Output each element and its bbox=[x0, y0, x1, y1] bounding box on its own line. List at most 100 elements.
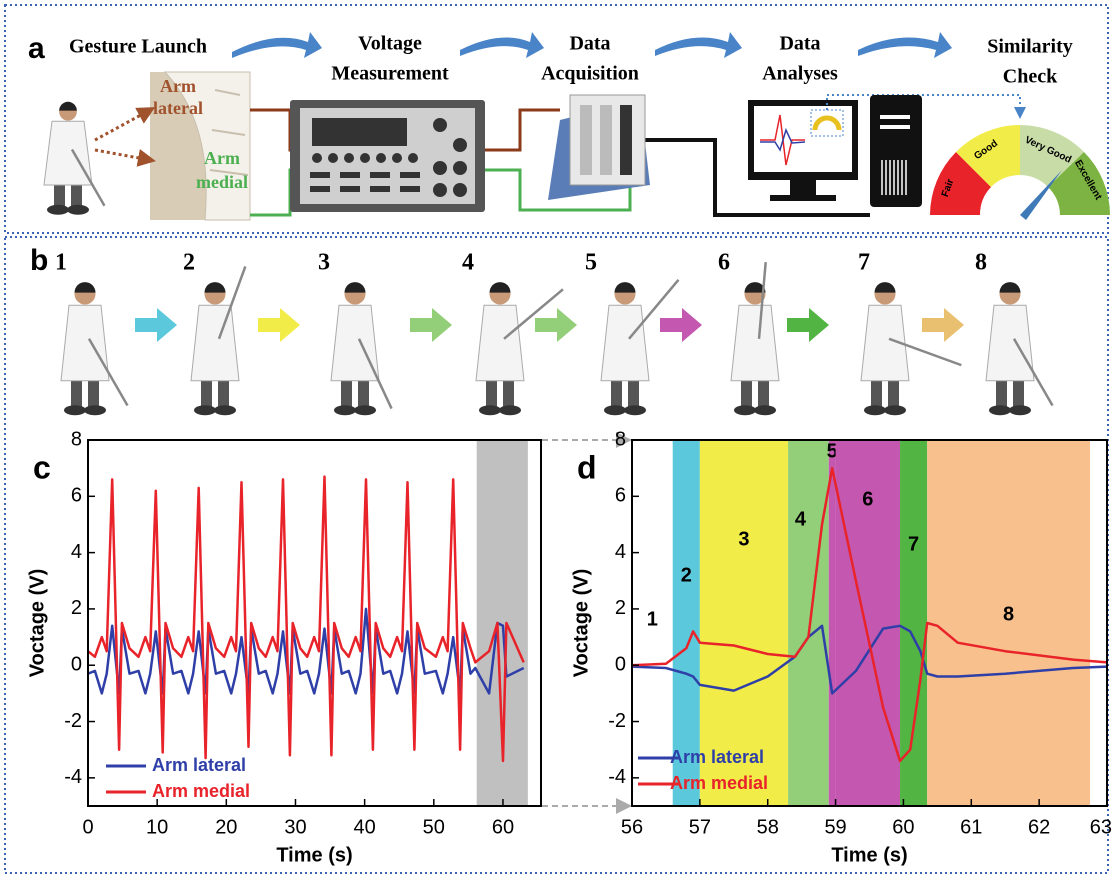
golfer bbox=[331, 282, 392, 415]
phase-label: 1 bbox=[647, 608, 658, 630]
x-axis-title: Time (s) bbox=[276, 844, 352, 866]
step-number: 4 bbox=[462, 250, 474, 276]
shoe bbox=[334, 405, 356, 415]
arm-label: lateral bbox=[153, 98, 203, 118]
step-number: 2 bbox=[183, 250, 195, 276]
arm-label: medial bbox=[196, 172, 248, 192]
step-label: Similarity bbox=[987, 36, 1073, 58]
coat bbox=[61, 305, 109, 381]
step-number: 5 bbox=[585, 250, 597, 276]
hair bbox=[875, 282, 896, 292]
x-tick-label: 20 bbox=[215, 816, 237, 838]
shoe bbox=[214, 405, 236, 415]
coat bbox=[191, 305, 239, 381]
golfer bbox=[601, 280, 678, 415]
phase-label: 6 bbox=[862, 488, 873, 510]
shoe bbox=[864, 405, 886, 415]
x-tick-label: 61 bbox=[960, 816, 982, 838]
golfer bbox=[731, 262, 779, 415]
phase-label: 4 bbox=[795, 508, 807, 530]
shoe bbox=[884, 405, 906, 415]
arm-label: Arm bbox=[204, 148, 240, 168]
golfer bbox=[986, 282, 1053, 415]
step-label: Voltage bbox=[358, 33, 422, 55]
x-tick-label: 60 bbox=[892, 816, 914, 838]
step-label: Acquisition bbox=[541, 63, 639, 85]
step-arrows bbox=[135, 308, 964, 342]
coat bbox=[601, 305, 649, 381]
shoe bbox=[624, 405, 646, 415]
step-label: Check bbox=[1003, 66, 1058, 88]
golfer bbox=[476, 282, 563, 415]
golfer bbox=[44, 102, 104, 215]
x-tick-label: 56 bbox=[621, 816, 643, 838]
coat bbox=[331, 305, 379, 381]
shoe bbox=[1009, 405, 1031, 415]
shoe bbox=[194, 405, 216, 415]
hair bbox=[75, 282, 96, 292]
x-tick-label: 10 bbox=[146, 816, 168, 838]
step-number: 3 bbox=[318, 250, 330, 276]
phase-label: 8 bbox=[1003, 603, 1014, 625]
phase-band bbox=[829, 440, 836, 806]
legend-label: Arm lateral bbox=[670, 747, 764, 767]
phase-label: 3 bbox=[738, 528, 749, 550]
hair bbox=[1000, 282, 1021, 292]
y-axis-title: Voctage (V) bbox=[570, 569, 592, 678]
phase-band bbox=[788, 440, 829, 806]
x-axis-title: Time (s) bbox=[831, 844, 907, 866]
coat bbox=[44, 121, 92, 185]
hair bbox=[205, 282, 226, 292]
coat bbox=[986, 305, 1034, 381]
shoe bbox=[67, 205, 89, 215]
step-number: 7 bbox=[858, 250, 870, 276]
hair bbox=[490, 282, 511, 292]
golfer bbox=[61, 282, 128, 415]
y-tick-label: 4 bbox=[615, 541, 626, 563]
shoe bbox=[84, 405, 106, 415]
hair bbox=[59, 102, 77, 111]
phase-band bbox=[900, 440, 927, 806]
shoe bbox=[734, 405, 756, 415]
series-line bbox=[88, 477, 524, 761]
x-tick-label: 40 bbox=[354, 816, 376, 838]
panel-label: d bbox=[577, 449, 597, 485]
y-tick-label: 0 bbox=[71, 654, 82, 676]
y-tick-label: 8 bbox=[615, 428, 626, 450]
wire bbox=[485, 110, 560, 150]
step-number: 1 bbox=[55, 250, 67, 276]
x-tick-label: 0 bbox=[82, 816, 93, 838]
shoe bbox=[479, 405, 501, 415]
step-label: Gesture Launch bbox=[69, 36, 207, 58]
legend-label: Arm medial bbox=[670, 773, 768, 793]
voltage-meter bbox=[290, 100, 485, 212]
shoe bbox=[354, 405, 376, 415]
hair bbox=[345, 282, 366, 292]
legend-label: Arm lateral bbox=[152, 755, 246, 775]
y-tick-label: 0 bbox=[615, 654, 626, 676]
y-tick-label: 2 bbox=[615, 597, 626, 619]
pointer-arrow bbox=[95, 150, 150, 160]
x-tick-label: 57 bbox=[689, 816, 711, 838]
y-tick-label: -2 bbox=[608, 710, 626, 732]
step-label: Data bbox=[779, 33, 820, 55]
figure: a Gesture Launch Voltage Measurement Data Acq… bbox=[0, 0, 1113, 876]
y-tick-label: 8 bbox=[71, 428, 82, 450]
coat bbox=[476, 305, 524, 381]
hair bbox=[615, 282, 636, 292]
phase-label: 7 bbox=[908, 533, 919, 555]
shoe bbox=[989, 405, 1011, 415]
y-tick-label: 2 bbox=[71, 597, 82, 619]
phase-label: 2 bbox=[681, 564, 692, 586]
panel-label: a bbox=[28, 32, 45, 65]
golfer bbox=[861, 282, 961, 415]
step-label: Measurement bbox=[331, 63, 449, 85]
pointer-arrow bbox=[95, 110, 150, 140]
shoe bbox=[64, 405, 86, 415]
y-tick-label: -4 bbox=[64, 766, 82, 788]
panel-label: c bbox=[33, 449, 51, 485]
y-tick-label: 6 bbox=[615, 485, 626, 507]
step-number: 8 bbox=[975, 250, 987, 276]
shoe bbox=[754, 405, 776, 415]
step-number: 6 bbox=[718, 250, 730, 276]
